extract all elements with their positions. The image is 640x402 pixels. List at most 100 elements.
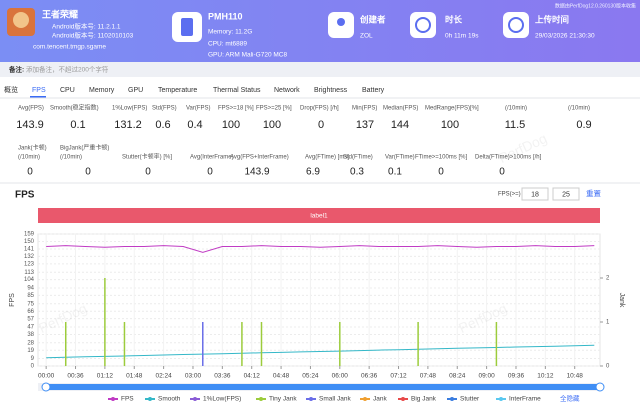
plot: 0919283847576675859410411312313214115015… — [24, 232, 610, 380]
legend-label[interactable]: Stutter — [460, 396, 480, 402]
creator-label: 创建者 — [359, 14, 386, 24]
y-tick-label: 9 — [31, 356, 35, 362]
y-tick-label: 75 — [27, 301, 34, 307]
y-tick-label: 94 — [27, 286, 34, 292]
stat-header: Avg(InterFrame) — [190, 155, 234, 161]
legend-swatch-dot — [363, 397, 367, 401]
tab[interactable]: FPS — [32, 87, 46, 94]
stat-header: Avg(FPS) — [18, 106, 44, 112]
legend-hide-all[interactable]: 全隐藏 — [560, 394, 580, 402]
tab[interactable]: Thermal Status — [213, 87, 261, 94]
tab[interactable]: Brightness — [314, 87, 348, 94]
stat-header: Smooth(稳定指数) — [50, 104, 99, 112]
package-name: com.tencent.tmgp.sgame — [33, 44, 106, 51]
stat-value: 0 — [207, 167, 213, 178]
duration: 0h 11m 19s — [445, 33, 479, 40]
tab[interactable]: Memory — [89, 87, 115, 94]
legend-label[interactable]: 1%Low(FPS) — [203, 396, 241, 402]
x-tick-label: 03:36 — [214, 373, 231, 380]
watermark: PerfDog — [496, 130, 549, 166]
fps-threshold-value[interactable]: 18 — [531, 191, 539, 198]
fps-threshold-value[interactable]: 25 — [562, 191, 570, 198]
y-tick-label: 141 — [24, 247, 35, 253]
fps-threshold-input[interactable] — [521, 187, 549, 201]
scroll-handle[interactable] — [46, 384, 600, 390]
stat-value: 0 — [318, 119, 324, 131]
legend-label[interactable]: Jank — [373, 396, 387, 402]
x-tick-label: 03:00 — [185, 373, 202, 380]
fps-threshold-input[interactable] — [552, 187, 580, 201]
fps-threshold-label: FPS(>=) — [498, 192, 521, 198]
legend-label[interactable]: InterFrame — [509, 396, 541, 402]
x-tick-label: 08:24 — [449, 373, 466, 380]
stat-header: 1%Low(FPS) — [112, 106, 147, 112]
y-tick-label: 0 — [31, 364, 35, 370]
stat-value: 131.2 — [114, 119, 142, 131]
stat-value: 100 — [222, 119, 240, 131]
creator-icon-glyph — [337, 18, 345, 26]
x-tick-label: 00:00 — [38, 373, 55, 380]
tab-bar: 概览 FPS CPU Memory GPU Temperature Thermal Stat… — [4, 85, 385, 98]
scroll-grip[interactable] — [595, 382, 605, 392]
app-icon-face — [13, 12, 29, 28]
y-tick-label: 123 — [24, 261, 35, 267]
stat-header: (/10min) — [18, 155, 40, 161]
duration-label: 时长 — [445, 14, 463, 24]
stat-header: Delta(FTime)>100ms [/h] — [475, 155, 542, 161]
x-tick-label: 06:00 — [332, 373, 349, 380]
legend-label[interactable]: Tiny Jank — [269, 396, 297, 402]
stat-value: 144 — [391, 119, 409, 131]
y-tick-label: 28 — [27, 340, 34, 346]
reset-button[interactable]: 重置 — [586, 189, 601, 198]
remark-bar — [0, 62, 640, 77]
scroll-grip[interactable] — [41, 382, 51, 392]
x-tick-label: 01:48 — [126, 373, 143, 380]
legend-label[interactable]: FPS — [121, 396, 134, 402]
stat-header: (/10min) — [60, 155, 82, 161]
stat-value: 0.3 — [350, 167, 364, 178]
x-tick-label: 00:36 — [67, 373, 84, 380]
x-tick-label: 07:12 — [390, 373, 407, 380]
stat-value: 137 — [356, 119, 374, 131]
y-tick-label: 104 — [24, 277, 35, 283]
x-tick-label: 05:24 — [302, 373, 319, 380]
y-axis-label: FPS — [9, 293, 16, 307]
stat-header: BigJank(严重卡顿) — [60, 144, 109, 152]
y-tick-label: 132 — [24, 254, 35, 260]
tab[interactable]: CPU — [60, 87, 75, 94]
tab[interactable]: GPU — [128, 87, 143, 94]
legend-swatch-dot — [148, 397, 152, 401]
x-tick-label: 02:24 — [155, 373, 172, 380]
stat-header: Avg(FPS+InterFrame) — [230, 155, 289, 161]
stat-header: FTime>=100ms [%] — [415, 155, 467, 161]
y-tick-label: 85 — [27, 293, 34, 299]
x-tick-label: 01:12 — [97, 373, 114, 380]
tab[interactable]: Battery — [362, 87, 385, 94]
app-name: 王者荣耀 — [42, 8, 78, 19]
y-tick-label: 47 — [27, 325, 34, 331]
stat-header: Std(FTime) — [343, 155, 373, 161]
stat-header: FPS>=18 [%] — [218, 106, 254, 112]
stat-header: Median(FPS) — [383, 106, 418, 112]
device-icon-glyph — [181, 18, 193, 36]
tab[interactable]: Network — [274, 87, 300, 94]
legend-label[interactable]: Big Jank — [411, 396, 437, 402]
legend-swatch-dot — [193, 397, 197, 401]
y2-tick-label: 0 — [606, 364, 610, 370]
stat-value: 143.9 — [16, 119, 44, 131]
tab[interactable]: 概览 — [4, 85, 18, 94]
x-tick-label: 07:48 — [420, 373, 437, 380]
legend-label[interactable]: Small Jank — [319, 396, 352, 402]
legend-label[interactable]: Smooth — [158, 396, 181, 402]
y-tick-label: 57 — [27, 316, 34, 322]
remark-input[interactable]: 添加备注，不超过200个字符 — [26, 65, 109, 74]
legend-swatch-dot — [499, 397, 503, 401]
chart-title: FPS — [15, 190, 35, 201]
y2-tick-label: 2 — [606, 276, 610, 282]
tab-underline — [30, 96, 46, 98]
tab[interactable]: Temperature — [158, 87, 197, 94]
stat-value: 0 — [438, 167, 444, 178]
stat-header: Stutter(卡顿率) [%] — [122, 153, 172, 161]
stat-value: 0.1 — [70, 119, 85, 131]
